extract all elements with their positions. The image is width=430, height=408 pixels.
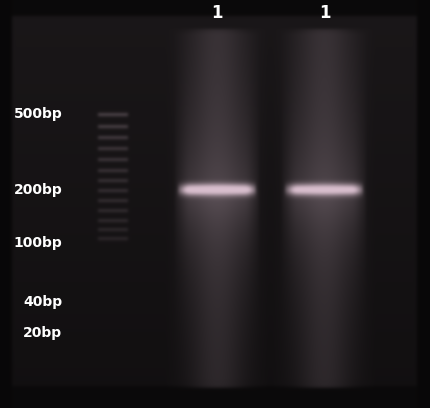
Text: 1: 1 <box>212 4 223 22</box>
Text: 500bp: 500bp <box>14 107 62 121</box>
Text: 40bp: 40bp <box>23 295 62 309</box>
Text: 1: 1 <box>319 4 330 22</box>
Text: 20bp: 20bp <box>23 326 62 339</box>
Text: 100bp: 100bp <box>14 236 62 250</box>
Text: 200bp: 200bp <box>14 183 62 197</box>
